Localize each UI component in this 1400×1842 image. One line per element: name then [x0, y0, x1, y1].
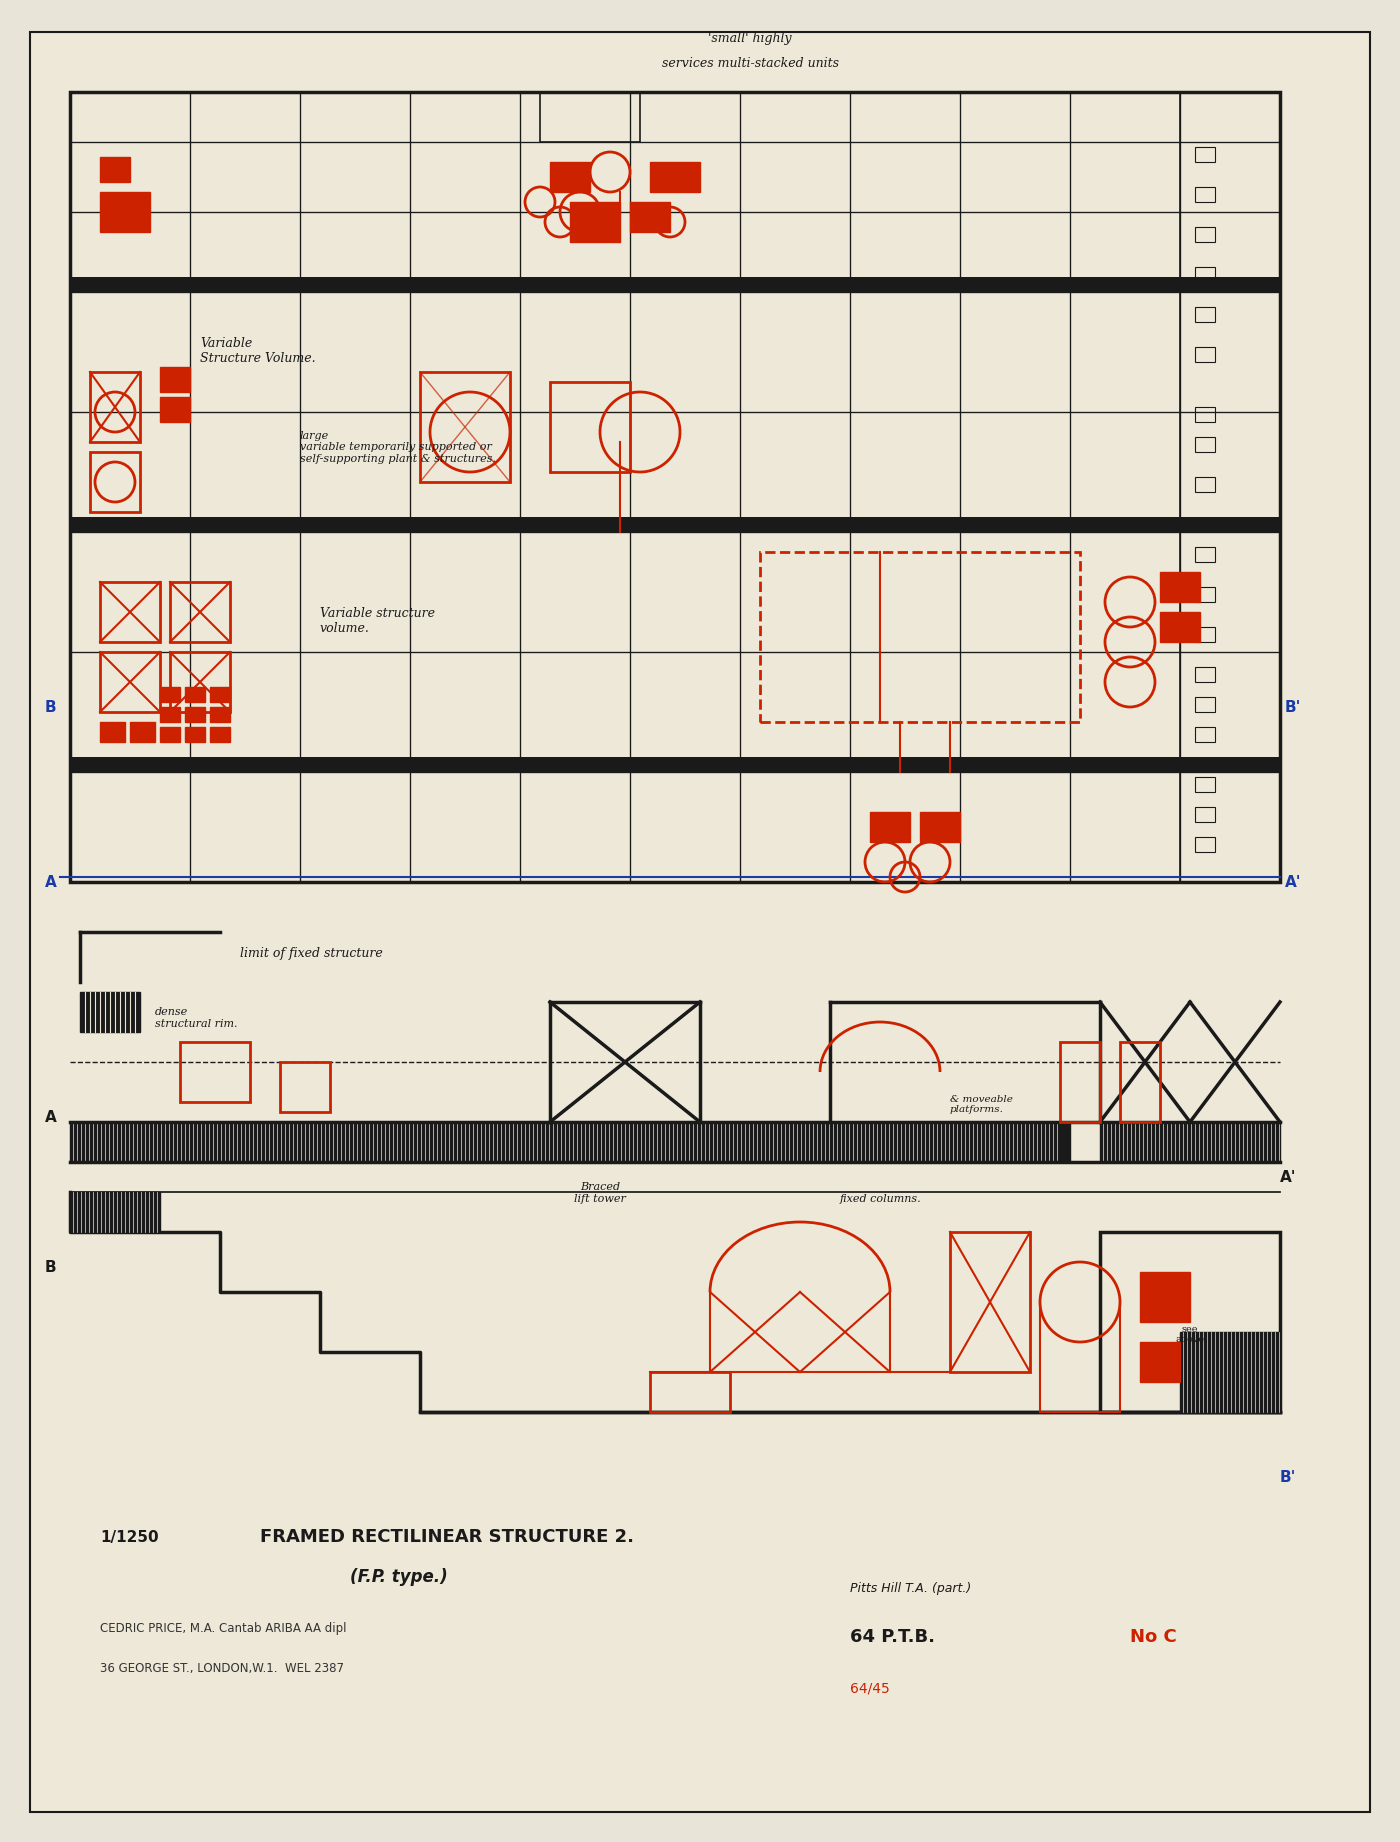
Bar — [169, 582, 230, 643]
Bar — [70, 757, 1280, 772]
Bar — [210, 728, 230, 742]
Bar — [185, 728, 204, 742]
Bar — [1196, 696, 1215, 713]
Bar — [1196, 188, 1215, 203]
Bar — [160, 367, 190, 392]
Bar — [1196, 346, 1215, 363]
Bar — [80, 993, 140, 1032]
Bar — [1196, 626, 1215, 643]
Bar — [1196, 836, 1215, 853]
Text: No C: No C — [1130, 1628, 1177, 1647]
Text: see
above: see above — [1176, 1324, 1204, 1345]
Bar — [1100, 1122, 1280, 1162]
Bar — [550, 162, 589, 192]
Bar — [1180, 1332, 1280, 1413]
Text: Pitts Hill T.A. (part.): Pitts Hill T.A. (part.) — [850, 1582, 972, 1595]
Bar — [1196, 807, 1215, 822]
Bar — [650, 162, 700, 192]
Bar — [1180, 92, 1280, 882]
Text: limit of fixed structure: limit of fixed structure — [239, 947, 382, 960]
Bar — [160, 687, 181, 702]
Bar — [920, 812, 960, 842]
Bar — [280, 1063, 330, 1113]
Bar — [70, 1192, 160, 1232]
Bar — [1060, 1043, 1100, 1122]
Bar — [1161, 573, 1200, 602]
Text: 1/1250: 1/1250 — [99, 1531, 158, 1545]
Text: 36 GEORGE ST., LONDON,W.1.  WEL 2387: 36 GEORGE ST., LONDON,W.1. WEL 2387 — [99, 1661, 344, 1674]
Text: large
variable temporarily supported or
self-supporting plant & structures.: large variable temporarily supported or … — [300, 431, 496, 464]
Bar — [1161, 612, 1200, 643]
Bar — [185, 687, 204, 702]
Bar — [540, 92, 640, 142]
Text: A': A' — [1280, 1170, 1296, 1184]
Bar — [420, 372, 510, 483]
Bar — [160, 398, 190, 422]
Text: 64 P.T.B.: 64 P.T.B. — [850, 1628, 935, 1647]
Text: B: B — [45, 700, 56, 715]
Text: 'small' highly: 'small' highly — [708, 31, 792, 44]
Bar — [181, 1043, 251, 1102]
Bar — [1196, 308, 1215, 322]
Bar — [1140, 1343, 1180, 1382]
Bar — [169, 652, 230, 713]
Bar — [90, 451, 140, 512]
Bar — [99, 582, 160, 643]
Bar — [760, 553, 1079, 722]
Bar — [1196, 437, 1215, 451]
Bar — [1196, 477, 1215, 492]
Bar — [1196, 407, 1215, 422]
Bar — [130, 722, 155, 742]
Text: services multi-stacked units: services multi-stacked units — [661, 57, 839, 70]
Bar — [951, 1232, 1030, 1372]
Text: A: A — [45, 1111, 57, 1125]
Bar — [1196, 588, 1215, 602]
Bar — [70, 276, 1280, 293]
Text: FRAMED RECTILINEAR STRUCTURE 2.: FRAMED RECTILINEAR STRUCTURE 2. — [260, 1529, 634, 1545]
Text: Variable
Structure Volume.: Variable Structure Volume. — [200, 337, 315, 365]
Bar — [1196, 267, 1215, 282]
Bar — [869, 812, 910, 842]
Text: B': B' — [1285, 700, 1302, 715]
Bar — [70, 92, 1280, 882]
Bar — [650, 1372, 729, 1413]
Bar — [99, 652, 160, 713]
Bar — [99, 722, 125, 742]
Text: CEDRIC PRICE, M.A. Cantab ARIBA AA dipl: CEDRIC PRICE, M.A. Cantab ARIBA AA dipl — [99, 1623, 347, 1636]
Bar — [185, 707, 204, 722]
Bar — [1196, 547, 1215, 562]
Text: B: B — [45, 1260, 56, 1275]
Bar — [70, 518, 1280, 532]
Bar — [570, 203, 620, 241]
Text: Braced
lift tower: Braced lift tower — [574, 1183, 626, 1205]
Bar — [1140, 1273, 1190, 1323]
Text: A: A — [45, 875, 57, 890]
Bar — [550, 381, 630, 472]
Bar — [1100, 1232, 1280, 1413]
Bar — [1196, 227, 1215, 241]
Text: & moveable
platforms.: & moveable platforms. — [951, 1094, 1012, 1114]
Bar — [210, 687, 230, 702]
Bar — [99, 157, 130, 182]
Bar — [1196, 147, 1215, 162]
Bar — [160, 728, 181, 742]
Text: B': B' — [1280, 1470, 1296, 1485]
Bar — [1120, 1043, 1161, 1122]
Bar — [630, 203, 671, 232]
Text: fixed columns.: fixed columns. — [840, 1194, 921, 1205]
Bar — [70, 1122, 1070, 1162]
Text: (F.P. type.): (F.P. type.) — [350, 1568, 448, 1586]
Text: 64/45: 64/45 — [850, 1682, 890, 1695]
Bar — [210, 707, 230, 722]
Bar — [99, 192, 150, 232]
Text: dense
structural rim.: dense structural rim. — [155, 1008, 238, 1030]
Bar — [1196, 777, 1215, 792]
Text: Variable structure
volume.: Variable structure volume. — [321, 608, 435, 635]
Bar — [90, 372, 140, 442]
Bar — [160, 707, 181, 722]
Bar — [1196, 667, 1215, 682]
Bar — [1196, 728, 1215, 742]
Text: A': A' — [1285, 875, 1302, 890]
